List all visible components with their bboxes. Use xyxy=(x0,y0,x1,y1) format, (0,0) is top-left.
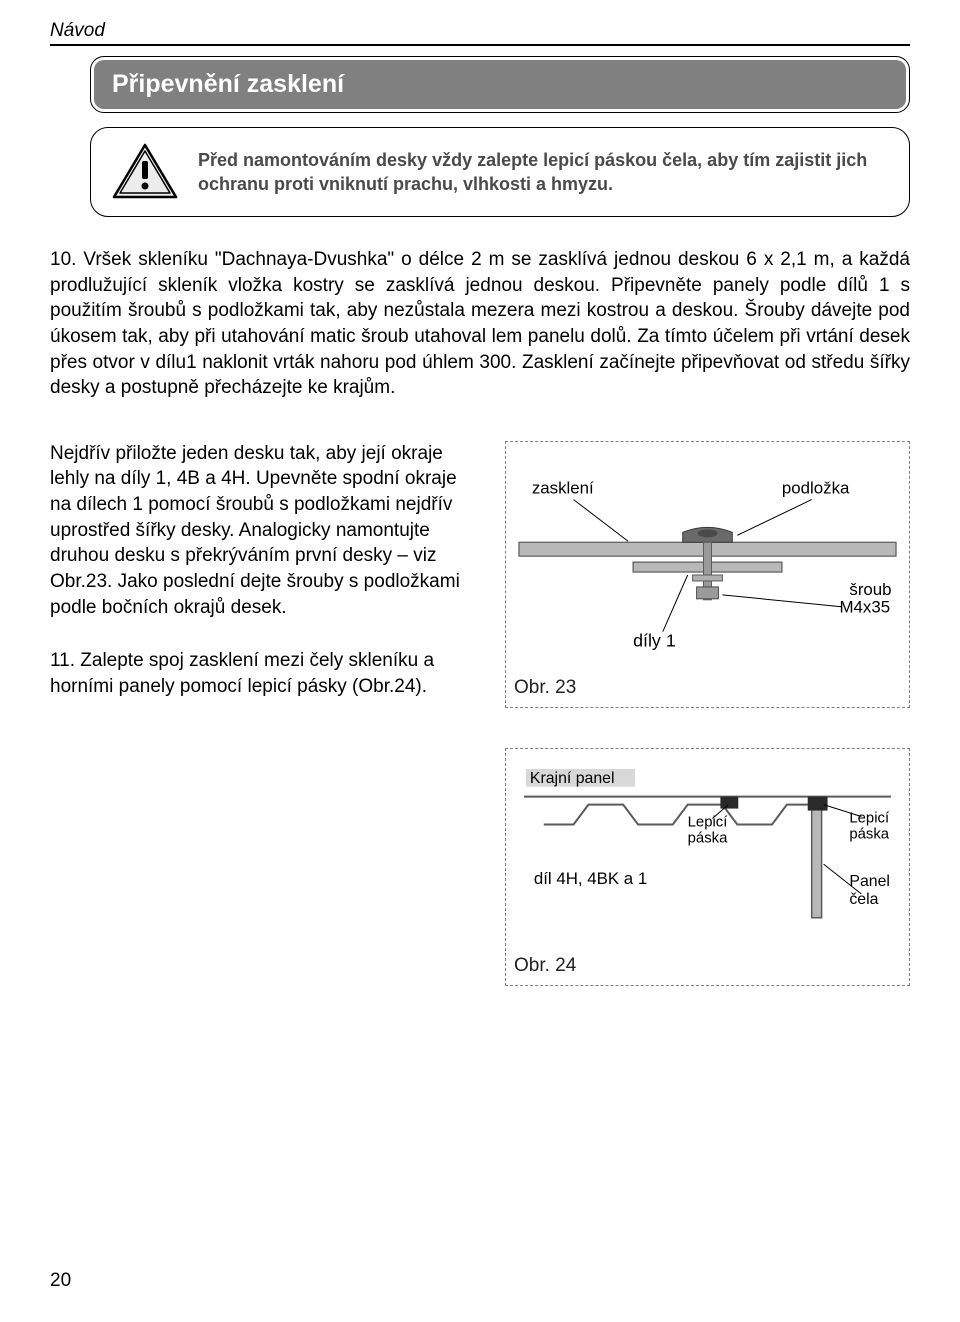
figure-24-caption: Obr. 24 xyxy=(514,955,901,977)
paragraph-11: 11. Zalepte spoj zasklení mezi čely skle… xyxy=(50,648,475,699)
svg-text:Panel: Panel xyxy=(849,873,890,890)
fig24-label-krajni: Krajní panel xyxy=(530,770,615,787)
svg-text:čela: čela xyxy=(849,891,878,908)
figure-24-svg: Krajní panel Lepicí páska Lepicí páska d… xyxy=(514,755,901,944)
fig23-label-sroub-l2: M4x35 xyxy=(839,598,890,617)
svg-text:Lepicí: Lepicí xyxy=(849,811,890,827)
section-title-container: Připevnění zasklení xyxy=(90,56,910,113)
fig23-label-podlozka: podložka xyxy=(782,478,850,497)
figure-23-svg: zasklení podložka šroub M4x35 díly 1 xyxy=(514,448,901,666)
warning-icon xyxy=(110,141,180,203)
fig23-label-dily: díly 1 xyxy=(633,630,676,650)
paragraph-left-1: Nejdřív přiložte jeden desku tak, aby je… xyxy=(50,441,475,620)
svg-text:Lepicí: Lepicí xyxy=(688,815,729,831)
figure-23: zasklení podložka šroub M4x35 díly 1 Obr… xyxy=(505,441,910,708)
figure-23-caption: Obr. 23 xyxy=(514,677,901,699)
page-header: Návod xyxy=(50,20,910,46)
paragraph-10: 10. Vršek skleníku "Dachnaya-Dvushka" o … xyxy=(50,247,910,401)
section-title: Připevnění zasklení xyxy=(94,60,906,109)
warning-box: Před namontováním desky vždy zalepte lep… xyxy=(90,127,910,217)
warning-text: Před namontováním desky vždy zalepte lep… xyxy=(198,148,890,197)
fig24-label-dil: díl 4H, 4BK a 1 xyxy=(534,869,647,888)
figure-24: Krajní panel Lepicí páska Lepicí páska d… xyxy=(505,748,910,986)
fig23-label-sroub-l1: šroub xyxy=(849,580,891,599)
svg-text:páska: páska xyxy=(688,830,728,846)
fig23-label-zaskleni: zasklení xyxy=(532,478,594,497)
page-number: 20 xyxy=(50,1270,71,1292)
svg-text:páska: páska xyxy=(849,826,889,842)
